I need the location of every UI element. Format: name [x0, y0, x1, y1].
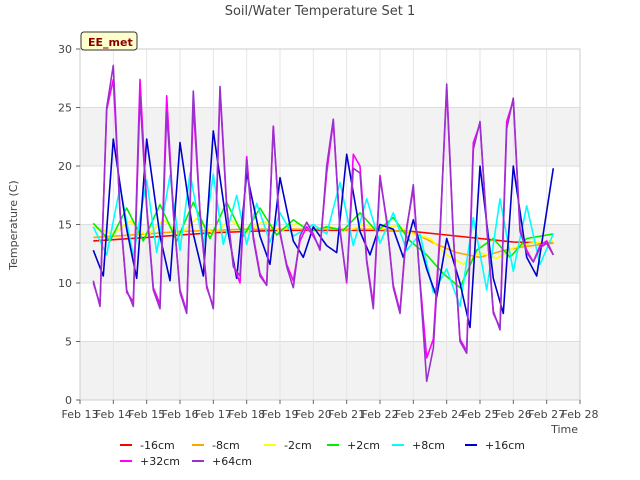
- x-tick-label: Feb 24: [428, 408, 465, 421]
- legend-label: +2cm: [347, 439, 380, 452]
- legend: -16cm -8cm -2cm +2cm +8cm +16cm +32cm +64cm: [120, 439, 525, 468]
- x-tick-label: Feb 23: [395, 408, 432, 421]
- x-tick-label: Feb 26: [495, 408, 532, 421]
- legend-item: +16cm: [465, 439, 525, 452]
- x-tick-label: Feb 13: [62, 408, 99, 421]
- series-line-plus8cm: [92, 172, 555, 308]
- legend-item: -8cm: [192, 439, 240, 452]
- x-tick-label: Feb 17: [195, 408, 232, 421]
- y-tick-label: 20: [58, 160, 72, 173]
- x-tick-label: Feb 18: [228, 408, 265, 421]
- legend-label: -16cm: [140, 439, 175, 452]
- chart-title: Soil/Water Temperature Set 1: [225, 4, 416, 19]
- x-tick-label: Feb 16: [162, 408, 199, 421]
- x-tick-label: Feb 19: [262, 408, 299, 421]
- y-axis-ticks: 0 5 10 15 20 25 30: [58, 43, 80, 407]
- legend-item: -2cm: [264, 439, 312, 452]
- legend-label: +64cm: [212, 455, 252, 468]
- y-axis-label: Temperature (C): [7, 180, 20, 270]
- site-label-box: EE_met: [80, 31, 138, 51]
- x-tick-label: Feb 28: [562, 408, 599, 421]
- legend-item: -16cm: [120, 439, 175, 452]
- y-tick-label: 0: [65, 394, 72, 407]
- x-tick-label: Feb 27: [528, 408, 565, 421]
- legend-label: +32cm: [140, 455, 180, 468]
- legend-item: +32cm: [120, 455, 180, 468]
- x-tick-label: Feb 21: [328, 408, 365, 421]
- x-tick-label: Feb 14: [95, 408, 132, 421]
- series-line-plus64cm: [92, 64, 554, 383]
- y-tick-label: 25: [58, 102, 72, 115]
- x-tick-label: Feb 25: [462, 408, 499, 421]
- y-tick-label: 15: [58, 219, 72, 232]
- legend-item: +64cm: [192, 455, 252, 468]
- x-tick-label: Feb 20: [295, 408, 332, 421]
- y-tick-label: 5: [65, 336, 72, 349]
- legend-label: +16cm: [485, 439, 525, 452]
- legend-item: +8cm: [392, 439, 445, 452]
- legend-label: -8cm: [212, 439, 240, 452]
- legend-label: -2cm: [284, 439, 312, 452]
- site-label: EE_met: [88, 36, 133, 49]
- y-tick-label: 10: [58, 277, 72, 290]
- legend-label: +8cm: [412, 439, 445, 452]
- series-line-plus2cm: [92, 201, 554, 289]
- x-axis-label: Time: [550, 423, 578, 436]
- x-tick-label: Feb 15: [128, 408, 165, 421]
- series-layer: [92, 64, 555, 383]
- series-line-plus16cm: [92, 130, 555, 329]
- y-tick-label: 30: [58, 43, 72, 56]
- legend-item: +2cm: [327, 439, 380, 452]
- x-tick-label: Feb 22: [362, 408, 399, 421]
